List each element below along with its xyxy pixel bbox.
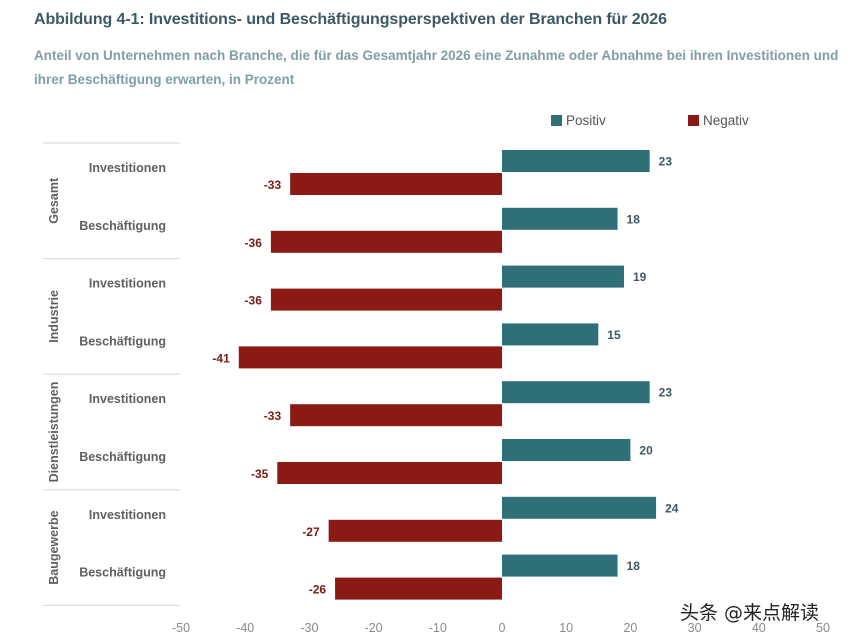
bar-positive (502, 496, 657, 519)
data-label-negative: -41 (212, 351, 230, 365)
bar-positive (502, 381, 650, 404)
category-label: Beschäftigung (79, 450, 166, 464)
bar-negative (328, 519, 502, 542)
legend-label-negative: Negativ (703, 113, 749, 128)
data-label-positive: 18 (627, 559, 641, 573)
legend-item-positive: Positiv (551, 113, 606, 128)
legend-label-positive: Positiv (566, 113, 606, 128)
bar-positive (502, 150, 650, 172)
bar-positive (502, 554, 618, 577)
x-tick-label: 30 (688, 621, 702, 635)
x-tick-label: -30 (300, 621, 318, 635)
bar-negative (270, 288, 502, 311)
x-tick-label: -50 (172, 621, 190, 635)
category-label: Beschäftigung (79, 566, 166, 580)
legend-swatch-negative (688, 115, 699, 126)
x-tick-label: 10 (559, 621, 573, 635)
data-label-positive: 23 (659, 386, 673, 400)
group-label-industrie: Industrie (47, 290, 61, 343)
data-label-negative: -27 (302, 525, 320, 539)
bar-negative (290, 173, 502, 195)
bar-positive (502, 439, 631, 461)
bar-negative (238, 346, 502, 369)
bar-negative (270, 230, 502, 253)
category-label: Investitionen (89, 277, 166, 291)
group-label-baugewerbe: Baugewerbe (47, 510, 61, 584)
data-label-negative: -36 (245, 294, 263, 308)
category-label: Beschäftigung (79, 219, 166, 233)
data-label-positive: 18 (627, 212, 641, 226)
data-label-positive: 23 (659, 155, 673, 169)
data-label-positive: 19 (633, 270, 647, 284)
watermark: 头条 @来点解读 (680, 602, 820, 624)
data-label-positive: 20 (639, 444, 653, 458)
data-label-negative: -33 (264, 409, 282, 423)
x-tick-label: -40 (236, 621, 254, 635)
group-label-gesamt: Gesamt (47, 177, 61, 224)
data-label-negative: -35 (251, 467, 269, 481)
category-label: Investitionen (89, 508, 166, 522)
category-label: Beschäftigung (79, 334, 166, 348)
group-label-dienstleistungen: Dienstleistungen (47, 382, 61, 483)
bar-negative (335, 577, 502, 600)
bar-positive (502, 207, 618, 230)
chart-subtitle: Anteil von Unternehmen nach Branche, die… (34, 48, 839, 87)
legend-swatch-positive (551, 115, 562, 126)
x-tick-label: 50 (816, 621, 830, 635)
data-label-negative: -33 (264, 178, 282, 192)
x-tick-label: 40 (752, 621, 766, 635)
data-label-negative: -26 (309, 583, 327, 597)
category-label: Investitionen (89, 392, 166, 406)
bar-negative (290, 404, 502, 427)
bar-positive (502, 265, 624, 288)
category-label: Investitionen (89, 161, 166, 175)
bar-negative (277, 462, 502, 484)
bar-positive (502, 323, 599, 346)
x-tick-label: -20 (365, 621, 383, 635)
x-tick-label: 0 (499, 621, 506, 635)
x-tick-label: -10 (429, 621, 447, 635)
data-label-positive: 15 (607, 328, 621, 342)
legend-item-negative: Negativ (688, 113, 749, 128)
x-tick-label: 20 (623, 621, 637, 635)
chart-title: Abbildung 4-1: Investitions- und Beschäf… (34, 11, 667, 28)
data-label-negative: -36 (245, 236, 263, 250)
data-label-positive: 24 (665, 501, 679, 515)
